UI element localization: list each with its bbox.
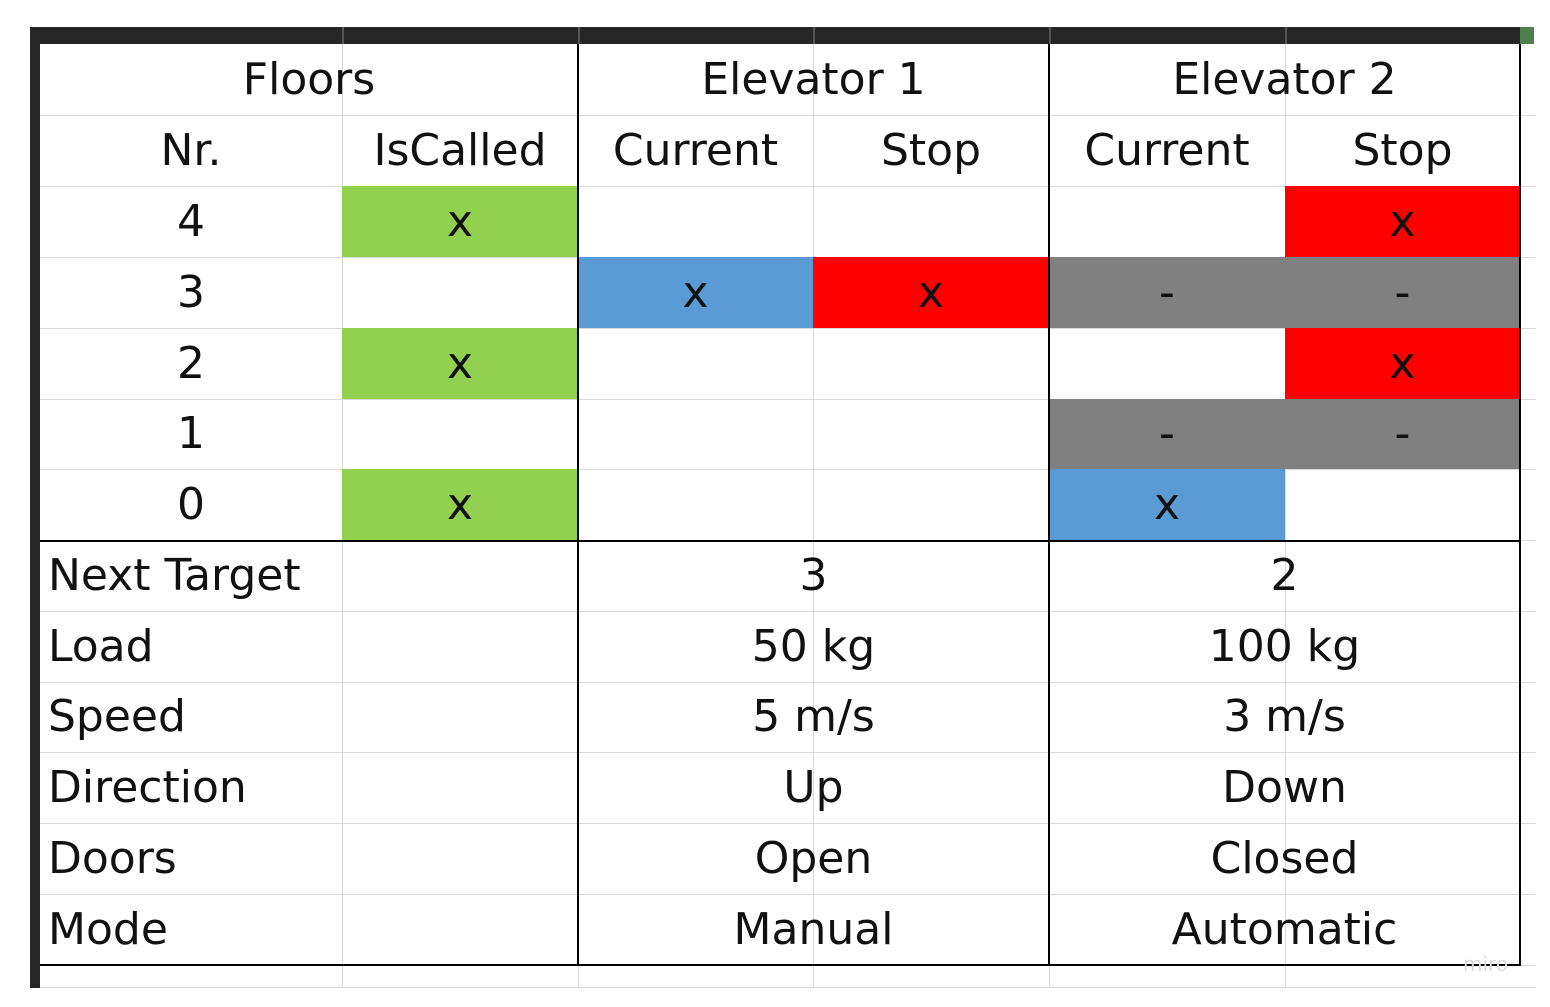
floor-1-nr[interactable]: 1 [177, 408, 205, 459]
status-e2-mode[interactable]: Automatic [1171, 903, 1398, 955]
gridline-h [40, 823, 1536, 824]
status-label-direction[interactable]: Direction [48, 761, 247, 813]
floor-0-e2-stop[interactable] [1285, 469, 1520, 540]
status-label-doors[interactable]: Doors [48, 832, 177, 884]
floor-1-e1-stop[interactable] [813, 399, 1049, 469]
floor-4-e2-stop[interactable]: x [1285, 186, 1520, 257]
border-v [577, 44, 579, 966]
status-e2-doors[interactable]: Closed [1210, 832, 1359, 884]
status-label-next-target[interactable]: Next Target [48, 549, 301, 601]
floor-2-e2-current[interactable] [1049, 328, 1285, 399]
status-e1-load[interactable]: 50 kg [751, 620, 876, 672]
floor-0-is-called[interactable]: x [342, 469, 578, 540]
border-v [1519, 44, 1521, 966]
status-label-mode[interactable]: Mode [48, 903, 168, 955]
floor-2-is-called[interactable]: x [342, 328, 578, 399]
status-e2-next-target[interactable]: 2 [1270, 549, 1299, 601]
status-e1-doors[interactable]: Open [754, 832, 873, 884]
gridline-h [40, 469, 1536, 470]
column-header-edge [1520, 27, 1534, 44]
gridline-v [1285, 44, 1286, 988]
gridline-h [40, 682, 1536, 683]
gridline-h [40, 186, 1536, 187]
status-e1-next-target[interactable]: 3 [799, 549, 828, 601]
gridline-h [40, 115, 1536, 116]
status-label-speed[interactable]: Speed [48, 691, 186, 742]
status-e1-direction[interactable]: Up [783, 761, 844, 813]
miro-watermark: miro [1463, 952, 1509, 976]
status-label-load[interactable]: Load [48, 620, 154, 672]
floor-3-e2-stop[interactable]: - [1285, 257, 1520, 328]
floor-0-e1-stop[interactable] [813, 469, 1049, 540]
border-h [40, 964, 1521, 966]
border-v [1048, 44, 1050, 966]
floor-1-e2-stop[interactable]: - [1285, 399, 1520, 469]
floor-3-e1-current[interactable]: x [578, 257, 813, 328]
row-header-strip [30, 27, 40, 988]
column-header-separator [1049, 27, 1051, 44]
floor-2-e2-stop[interactable]: x [1285, 328, 1520, 399]
status-e1-speed[interactable]: 5 m/s [752, 691, 875, 742]
status-e2-speed[interactable]: 3 m/s [1223, 691, 1346, 742]
floor-0-e1-current[interactable] [578, 469, 813, 540]
floor-2-nr[interactable]: 2 [177, 337, 205, 389]
gridline-v [578, 965, 579, 988]
column-header-separator [813, 27, 815, 44]
status-e1-mode[interactable]: Manual [733, 903, 894, 955]
header-e2-current[interactable]: Current [1084, 124, 1250, 176]
floor-4-e2-current[interactable] [1049, 186, 1285, 257]
gridline-h [40, 328, 1536, 329]
floor-1-e2-current[interactable]: - [1049, 399, 1285, 469]
header-e2-stop[interactable]: Stop [1352, 124, 1453, 176]
gridline-v [1049, 965, 1050, 988]
floor-0-nr[interactable]: 0 [177, 478, 205, 530]
gridline-h [40, 894, 1536, 895]
floor-1-is-called[interactable] [342, 399, 578, 469]
gridline-h [40, 399, 1536, 400]
header-e1-stop[interactable]: Stop [880, 124, 982, 176]
status-e2-direction[interactable]: Down [1222, 761, 1347, 813]
floor-2-e1-current[interactable] [578, 328, 813, 399]
gridline-h [40, 611, 1536, 612]
floor-4-nr[interactable]: 4 [177, 195, 205, 247]
header-e1-current[interactable]: Current [612, 124, 779, 176]
header-nr[interactable]: Nr. [160, 124, 222, 176]
column-header-separator [1285, 27, 1287, 44]
floor-2-e1-stop[interactable] [813, 328, 1049, 399]
header-is-called[interactable]: IsCalled [373, 124, 547, 176]
floor-4-e1-stop[interactable] [813, 186, 1049, 257]
gridline-v [813, 44, 814, 988]
border-h [40, 540, 1521, 542]
column-header-separator [342, 27, 344, 44]
gridline-h [40, 987, 1536, 988]
floor-4-is-called[interactable]: x [342, 186, 578, 257]
floor-3-e2-current[interactable]: - [1049, 257, 1285, 328]
floor-3-nr[interactable]: 3 [177, 266, 205, 318]
column-header-strip [30, 27, 1520, 44]
floor-1-e1-current[interactable] [578, 399, 813, 469]
floor-0-e2-current[interactable]: x [1049, 469, 1285, 540]
column-header-separator [578, 27, 580, 44]
floor-4-e1-current[interactable] [578, 186, 813, 257]
status-e2-load[interactable]: 100 kg [1208, 620, 1361, 672]
gridline-h [40, 752, 1536, 753]
header-elevator-1[interactable]: Elevator 1 [701, 53, 926, 105]
header-floors[interactable]: Floors [242, 53, 376, 105]
header-elevator-2[interactable]: Elevator 2 [1172, 53, 1397, 105]
floor-3-is-called[interactable] [342, 257, 578, 328]
floor-3-e1-stop[interactable]: x [813, 257, 1049, 328]
